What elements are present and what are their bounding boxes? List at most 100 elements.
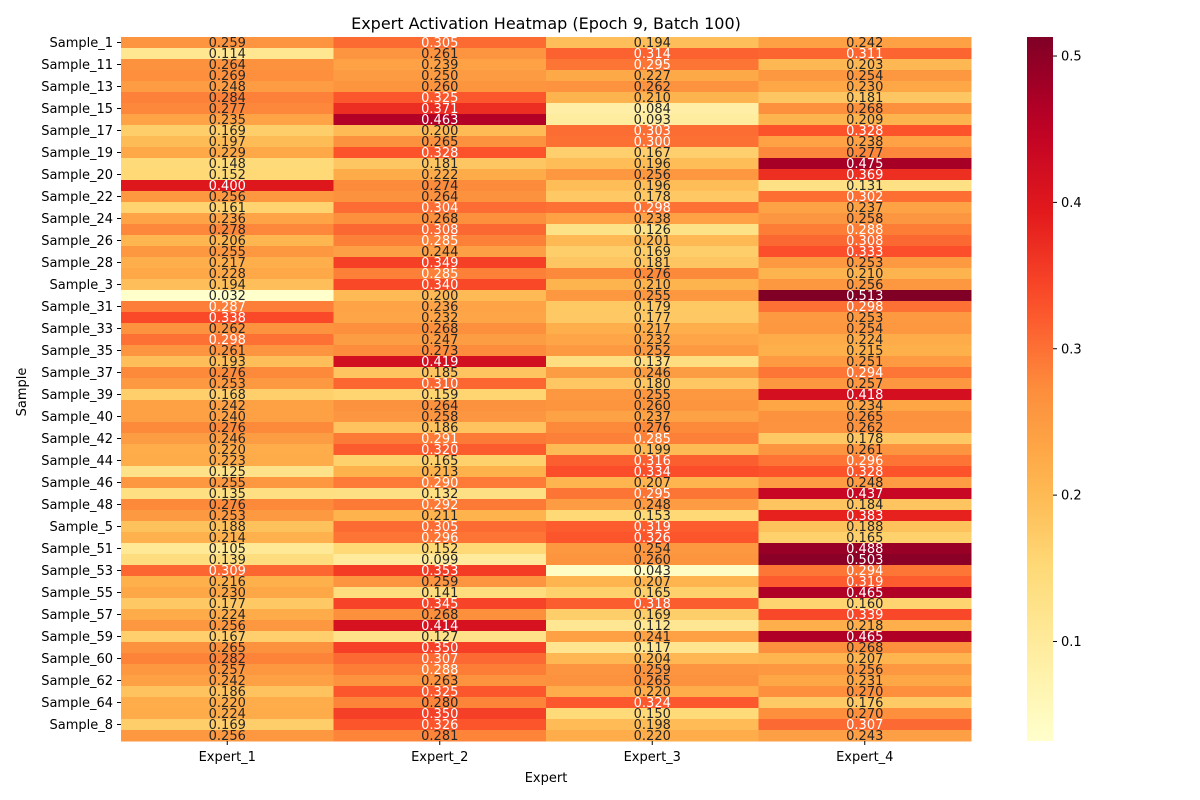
cell-value-label: 0.238 — [846, 135, 883, 150]
heatmap-cell — [121, 356, 334, 368]
cell-value-label: 0.181 — [634, 256, 671, 271]
heatmap-cell — [333, 587, 547, 599]
heatmap-cell — [546, 92, 759, 104]
cell-value-label: 0.244 — [421, 245, 458, 260]
row-tick-label: Sample_8 — [49, 718, 113, 733]
cell-value-label: 0.152 — [421, 542, 458, 557]
cell-value-label: 0.256 — [846, 278, 883, 293]
row-tick-label: Sample_51 — [41, 542, 113, 557]
cell-value-label: 0.184 — [846, 498, 883, 513]
cell-value-label: 0.475 — [846, 157, 883, 172]
heatmap-cell — [121, 257, 334, 269]
heatmap-cell — [758, 136, 972, 148]
cell-value-label: 0.465 — [846, 630, 883, 645]
heatmap-cell — [758, 653, 972, 665]
row-tick-label: Sample_1 — [49, 36, 113, 51]
cell-value-label: 0.383 — [846, 509, 883, 524]
cell-value-label: 0.207 — [846, 652, 883, 667]
heatmap-cell — [546, 323, 759, 335]
heatmap-cell — [333, 224, 547, 236]
cell-value-label: 0.169 — [634, 245, 671, 260]
cell-value-label: 0.303 — [634, 124, 671, 139]
cell-value-label: 0.414 — [421, 619, 458, 634]
heatmap-cell — [121, 653, 334, 665]
row-tick-label: Sample_37 — [41, 366, 113, 381]
colorbar — [1027, 37, 1053, 741]
cell-value-label: 0.276 — [209, 498, 246, 513]
cell-value-label: 0.206 — [209, 234, 246, 249]
heatmap-cell — [546, 598, 759, 610]
heatmap-cell — [758, 180, 972, 192]
heatmap-cell — [546, 136, 759, 148]
heatmap-cell — [546, 444, 759, 456]
heatmap-cell — [121, 422, 334, 434]
heatmap-cell — [546, 422, 759, 434]
cell-value-label: 0.258 — [846, 212, 883, 227]
heatmap-cell — [121, 565, 334, 577]
cell-value-label: 0.224 — [846, 333, 883, 348]
heatmap-cell — [758, 433, 972, 445]
cell-value-label: 0.231 — [846, 674, 883, 689]
heatmap-cell — [121, 719, 334, 731]
row-tick-label: Sample_48 — [41, 498, 113, 513]
heatmap-cell — [333, 268, 547, 280]
heatmap-cell — [333, 301, 547, 313]
cell-value-label: 0.260 — [634, 553, 671, 568]
heatmap-cell — [121, 224, 334, 236]
cell-value-label: 0.437 — [846, 487, 883, 502]
cell-value-label: 0.307 — [421, 652, 458, 667]
cell-value-label: 0.349 — [421, 256, 458, 271]
heatmap-cell — [758, 477, 972, 489]
cell-value-label: 0.043 — [634, 564, 671, 579]
cell-value-label: 0.217 — [209, 256, 246, 271]
heatmap-cell — [546, 543, 759, 555]
heatmap-cell — [121, 158, 334, 170]
cell-value-label: 0.298 — [634, 201, 671, 216]
heatmap-cell — [121, 323, 334, 335]
cell-value-label: 0.148 — [209, 157, 246, 172]
heatmap-cell — [758, 708, 972, 720]
heatmap-cell — [333, 477, 547, 489]
heatmap-cell — [758, 191, 972, 203]
cell-value-label: 0.181 — [421, 157, 458, 172]
heatmap-cell — [121, 499, 334, 511]
cell-value-label: 0.224 — [209, 608, 246, 623]
heatmap-cell — [546, 609, 759, 621]
cell-value-label: 0.298 — [209, 333, 246, 348]
heatmap-cell — [121, 169, 334, 181]
cell-value-label: 0.193 — [209, 355, 246, 370]
cell-value-label: 0.236 — [209, 212, 246, 227]
heatmap-cell — [758, 125, 972, 137]
heatmap-cell — [333, 279, 547, 291]
heatmap-cell — [546, 631, 759, 643]
cell-value-label: 0.194 — [634, 36, 671, 51]
cell-value-label: 0.463 — [421, 113, 458, 128]
heatmap-cell — [121, 202, 334, 214]
heatmap-cell — [758, 598, 972, 610]
heatmap-cell — [333, 158, 547, 170]
heatmap-cell — [333, 675, 547, 687]
cell-value-label: 0.262 — [209, 322, 246, 337]
cell-value-label: 0.264 — [421, 399, 458, 414]
heatmap-cell — [758, 334, 972, 346]
heatmap-cell — [121, 334, 334, 346]
colorbar-tick-label: 0.5 — [1061, 50, 1082, 65]
row-tick-label: Sample_31 — [41, 300, 113, 315]
cell-value-label: 0.338 — [209, 311, 246, 326]
heatmap-cell — [333, 235, 547, 247]
cell-value-label: 0.254 — [846, 69, 883, 84]
row-tick-label: Sample_44 — [41, 454, 113, 469]
heatmap-cell — [758, 268, 972, 280]
cell-value-label: 0.186 — [209, 685, 246, 700]
row-tick-label: Sample_40 — [41, 410, 113, 425]
heatmap-cell — [758, 213, 972, 225]
cell-value-label: 0.310 — [421, 377, 458, 392]
heatmap-cell — [546, 279, 759, 291]
heatmap-cell — [333, 48, 547, 60]
column-tick-label: Expert_2 — [411, 750, 468, 765]
cell-value-label: 0.169 — [209, 718, 246, 733]
heatmap-cell — [333, 378, 547, 390]
heatmap-cell — [546, 477, 759, 489]
heatmap-cell — [546, 697, 759, 709]
cell-value-label: 0.256 — [634, 168, 671, 183]
